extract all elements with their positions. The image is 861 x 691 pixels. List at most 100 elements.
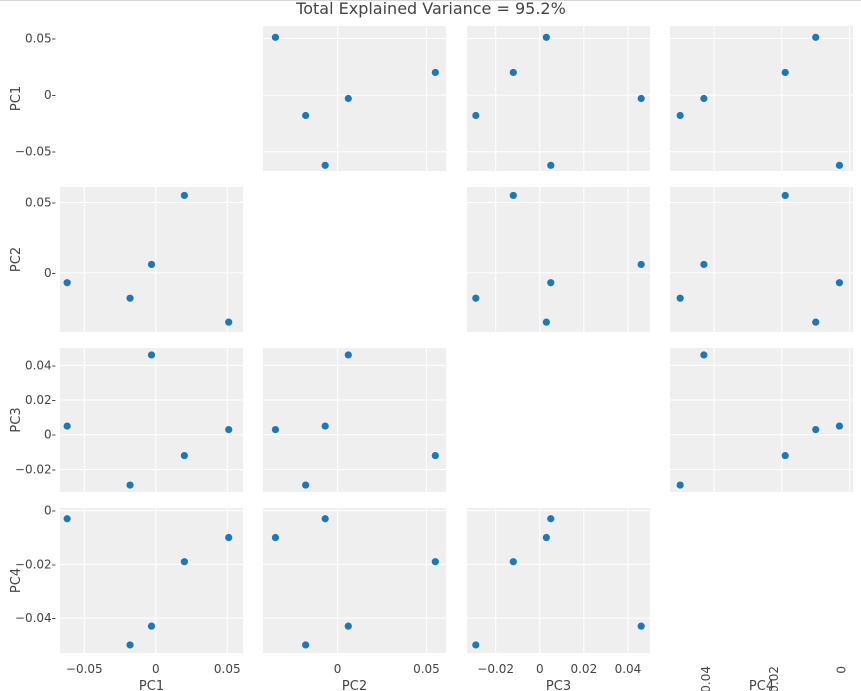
data-point-1 — [542, 533, 550, 542]
panel-pc1-vs-pc4 — [670, 26, 853, 171]
data-point-5 — [321, 422, 329, 430]
data-point-4 — [302, 481, 310, 489]
y-tick-label: −0.02- — [15, 462, 56, 476]
data-point-2 — [431, 558, 439, 566]
plot-background — [60, 508, 243, 653]
data-point-5 — [321, 515, 329, 523]
data-point-3 — [344, 622, 352, 630]
data-point-5 — [63, 515, 71, 523]
data-point-2 — [431, 68, 439, 77]
chart-title: Total Explained Variance = 95.2% — [295, 0, 566, 18]
x-tick-label-rotated: −0.04 — [699, 666, 713, 691]
data-point-1 — [271, 33, 280, 41]
y-tick-label: −0.02- — [15, 557, 56, 571]
x-tick-label: 0.05 — [214, 662, 241, 676]
y-axis-title-pc2: PC2 — [9, 247, 24, 272]
data-point-2 — [781, 191, 789, 200]
data-point-5 — [547, 279, 555, 287]
x-tick-label: 0.05 — [413, 662, 440, 676]
data-point-3 — [147, 260, 156, 269]
data-point-4 — [676, 111, 684, 120]
data-point-3 — [637, 260, 645, 269]
plot-background — [670, 26, 853, 171]
panel-pc1-vs-pc2 — [263, 26, 446, 171]
panel-pc3-vs-pc2 — [263, 348, 446, 492]
data-point-1 — [271, 425, 280, 434]
data-point-1 — [812, 33, 820, 41]
data-point-3 — [147, 622, 156, 630]
data-point-2 — [431, 451, 439, 460]
panel-pc1-vs-pc3 — [467, 26, 650, 171]
y-tick-label: 0- — [44, 428, 56, 442]
data-point-3 — [700, 94, 708, 103]
data-point-2 — [781, 451, 789, 460]
data-point-4 — [126, 294, 134, 302]
plot-background — [467, 508, 650, 653]
panel-pc2-vs-pc3 — [467, 187, 650, 332]
y-tick-label: 0- — [44, 266, 56, 280]
y-tick-label: 0- — [44, 88, 56, 102]
plot-background — [263, 508, 446, 653]
data-point-2 — [509, 191, 517, 200]
data-point-2 — [509, 558, 517, 566]
y-axis-title-pc4: PC4 — [9, 568, 24, 593]
y-tick-label: 0- — [44, 504, 56, 518]
y-axis-title-pc3: PC3 — [9, 407, 24, 432]
data-point-4 — [676, 294, 684, 302]
data-point-4 — [302, 641, 310, 649]
data-point-3 — [344, 351, 352, 359]
data-point-2 — [509, 68, 517, 77]
data-point-4 — [126, 481, 134, 489]
x-axis-title-pc2: PC2 — [342, 679, 367, 691]
data-point-1 — [225, 425, 233, 434]
x-tick-label: 0 — [152, 662, 160, 676]
data-point-5 — [835, 279, 844, 287]
data-point-3 — [637, 622, 645, 630]
plot-background — [263, 26, 446, 171]
data-point-2 — [180, 191, 188, 200]
data-point-3 — [700, 351, 708, 359]
data-point-3 — [147, 351, 156, 359]
panels-layer — [60, 26, 853, 653]
plot-background — [670, 187, 853, 332]
data-point-1 — [542, 33, 550, 41]
data-point-2 — [781, 68, 789, 77]
y-tick-label: −0.04- — [15, 611, 56, 625]
data-point-5 — [835, 422, 844, 430]
x-tick-label-rotated: 0 — [835, 666, 849, 674]
data-point-3 — [344, 94, 352, 103]
plot-background — [60, 187, 243, 332]
x-tick-label-rotated: −0.02 — [767, 666, 781, 691]
data-point-4 — [302, 111, 310, 120]
y-axis-title-pc1: PC1 — [9, 86, 24, 111]
data-point-4 — [676, 481, 684, 489]
x-axis-title-pc3: PC3 — [546, 679, 571, 691]
y-axis-labels-layer: −0.05- 0- 0.05- PC1 0- 0.05- PC2 −0.02- 0- 0.02- 0… — [9, 31, 56, 625]
y-tick-label: −0.05- — [15, 145, 56, 159]
plot-background — [263, 348, 446, 492]
x-axis-title-pc4: PC4 — [749, 679, 774, 691]
data-point-5 — [547, 161, 555, 169]
panel-pc4-vs-pc2 — [263, 508, 446, 653]
data-point-3 — [637, 94, 645, 103]
data-point-4 — [472, 641, 480, 649]
y-tick-label: 0.05- — [25, 31, 56, 45]
x-axis-title-pc1: PC1 — [139, 679, 164, 691]
x-tick-label: 0 — [536, 662, 544, 676]
x-tick-label: 0.04 — [615, 662, 642, 676]
plot-background — [467, 26, 650, 171]
data-point-1 — [812, 425, 820, 434]
panel-pc3-vs-pc1 — [60, 348, 243, 492]
y-tick-label: 0.05- — [25, 195, 56, 209]
panel-pc3-vs-pc4 — [670, 348, 853, 492]
data-point-2 — [180, 558, 188, 566]
data-point-5 — [547, 515, 555, 523]
data-point-3 — [700, 260, 708, 269]
x-tick-label: 0.02 — [570, 662, 597, 676]
panel-pc2-vs-pc4 — [670, 187, 853, 332]
x-tick-label: −0.02 — [477, 662, 514, 676]
panel-pc4-vs-pc3 — [467, 508, 650, 653]
plot-background — [670, 348, 853, 492]
y-tick-label: 0.04- — [25, 358, 56, 372]
data-point-1 — [812, 318, 820, 326]
